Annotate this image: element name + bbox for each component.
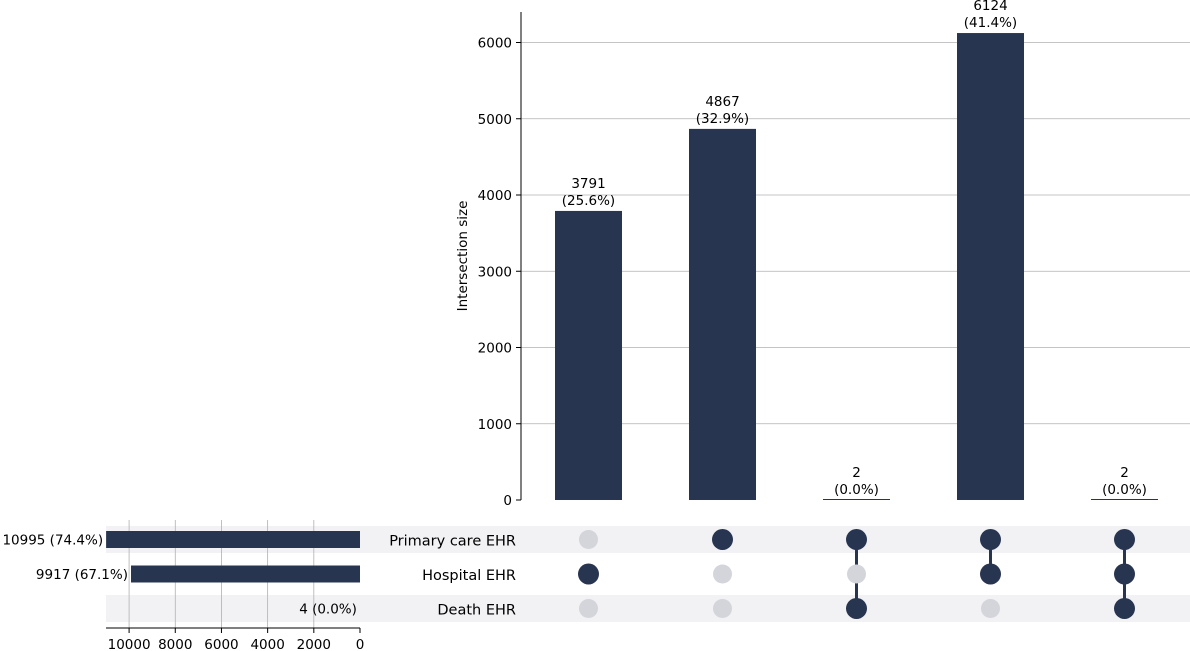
matrix-dot-active [712,529,733,550]
matrix-dot-inactive [713,599,732,618]
matrix-dot-active [980,563,1001,585]
matrix-dot-active [1114,529,1135,550]
y-axis-label: Intersection size [455,201,471,312]
matrix-dot-active [1114,563,1135,585]
x-tick-label: 0 [356,637,365,651]
matrix-dot-active [846,529,867,550]
set-size-bar [106,531,361,548]
intersection-bar [689,128,756,501]
row-stripes [106,526,1190,622]
bar-percent-label: (25.6%) [562,193,615,209]
matrix-dot-inactive [847,564,866,584]
matrix-dot-inactive [579,530,598,549]
y-tick-label: 6000 [478,36,512,52]
intersection-gridlines [521,42,1190,425]
matrix-dot-inactive [579,599,598,618]
matrix-dot-active [846,598,867,619]
bar-percent-label: (0.0%) [1102,482,1147,498]
bar-percent-label: (32.9%) [696,111,749,127]
intersection-bar [957,33,1024,501]
matrix-dot-inactive [713,564,732,584]
matrix-dot-active [578,563,599,585]
axes: 0 1000 2000 3000 4000 5000 6000 10000 8000 6000 40… [106,12,522,651]
set-size-bar [131,565,360,583]
intersection-bars [555,33,1158,501]
x-tick-label: 2000 [297,637,331,651]
intersection-bar [555,210,622,500]
row-stripe [106,595,1190,622]
set-size-bars [106,531,361,583]
set-name-label: Hospital EHR [422,568,516,584]
bar-count-label: 3791 [571,176,605,192]
x-tick-label: 8000 [158,637,192,651]
bar-count-label: 4867 [705,94,739,110]
matrix-dot-active [1114,598,1135,619]
y-tick-label: 3000 [478,264,512,280]
y-tick-label: 0 [503,493,512,509]
set-name-label: Death EHR [437,603,516,619]
bar-percent-label: (41.4%) [964,15,1017,31]
set-name-label: Primary care EHR [389,534,516,550]
set-size-label: 9917 (67.1%) [36,567,128,583]
matrix-dot-inactive [981,599,1000,618]
x-tick-label: 4000 [250,637,284,651]
bar-count-label: 2 [852,465,861,481]
set-size-label: 4 (0.0%) [299,602,357,618]
bar-count-label: 6124 [973,0,1007,14]
intersection-bar [1091,499,1158,500]
bar-count-label: 2 [1120,465,1129,481]
membership-matrix [578,529,1135,619]
y-tick-label: 1000 [478,417,512,433]
y-tick-label: 2000 [478,341,512,357]
bar-percent-label: (0.0%) [834,482,879,498]
x-tick-label: 6000 [204,637,238,651]
x-tick-label: 10000 [108,637,151,651]
intersection-bar [823,499,890,500]
matrix-dot-active [980,529,1001,550]
labels: 3791(25.6%)4867(32.9%)2(0.0%)6124(41.4%)… [2,0,1146,619]
y-tick-label: 4000 [478,188,512,204]
y-tick-label: 5000 [478,112,512,128]
set-size-label: 10995 (74.4%) [2,533,103,549]
